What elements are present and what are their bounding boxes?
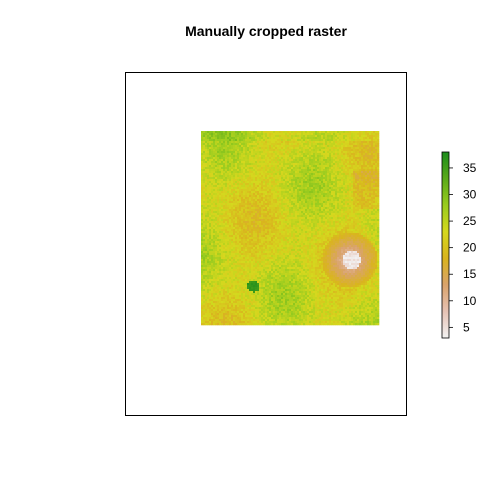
raster-image (201, 131, 380, 326)
colorbar-ticks: 5 10 15 20 25 30 35 (449, 161, 477, 334)
plot-frame (125, 72, 407, 416)
colorbar-tick-label: 30 (463, 188, 477, 202)
colorbar (441, 151, 450, 339)
colorbar-tick-label: 10 (463, 294, 477, 308)
colorbar-tick-label: 20 (463, 241, 477, 255)
colorbar-tick-label: 5 (463, 320, 470, 334)
chart-title: Manually cropped raster (185, 23, 347, 39)
colorbar-tick-label: 25 (463, 214, 477, 228)
colorbar-tick-label: 35 (463, 161, 477, 175)
colorbar-tick-label: 15 (463, 267, 477, 281)
